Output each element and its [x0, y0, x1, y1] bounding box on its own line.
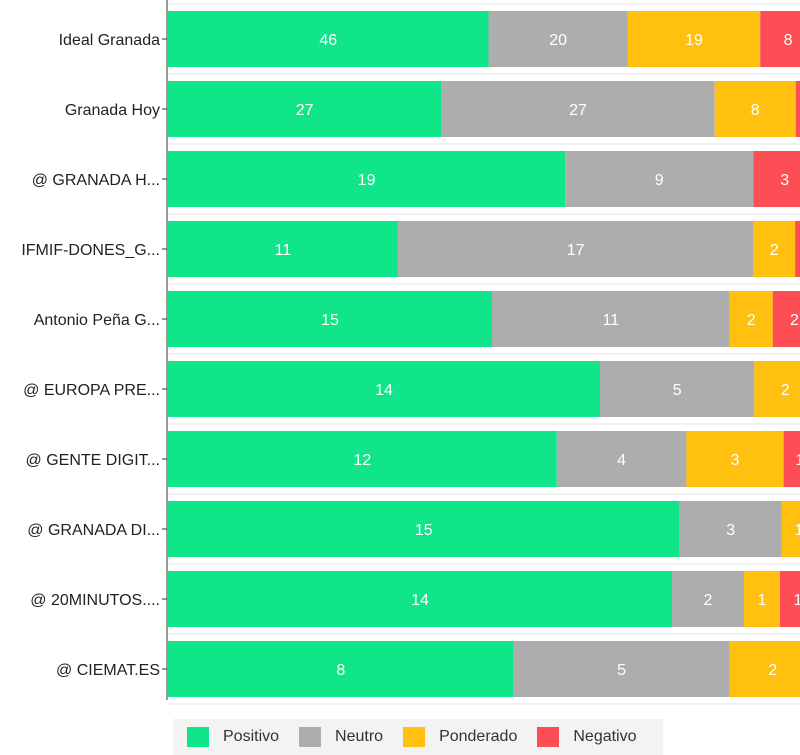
bar-value-label: 14 — [411, 592, 429, 609]
bar-segment-positivo[interactable] — [168, 151, 566, 207]
y-tick-label: Ideal Granada — [59, 32, 161, 49]
legend-item-positivo[interactable]: Positivo — [187, 727, 279, 747]
bar-value-label: 27 — [296, 102, 314, 119]
bar-segment-neutro[interactable] — [672, 571, 744, 627]
bar-value-label: 3 — [780, 172, 789, 189]
y-tick-label: @ GENTE DIGIT... — [26, 452, 160, 469]
bar-value-label: 14 — [375, 382, 393, 399]
bar-segment-positivo[interactable] — [168, 571, 672, 627]
bar-value-label: 19 — [685, 32, 703, 49]
bar-segment-neutro[interactable] — [397, 221, 754, 277]
bar-value-label: 9 — [655, 172, 664, 189]
bar-segment-negativo[interactable] — [772, 291, 800, 347]
bar-segment-neutro[interactable] — [565, 151, 754, 207]
bar-segment-negativo[interactable] — [795, 221, 800, 277]
bar-value-label: 3 — [731, 452, 740, 469]
bar-value-label: 5 — [617, 662, 626, 679]
bar-segment-ponderado[interactable] — [754, 361, 800, 417]
bar-value-label: 1 — [794, 522, 800, 539]
bar-segment-positivo[interactable] — [168, 291, 492, 347]
bar-segment-ponderado[interactable] — [714, 81, 796, 137]
bar-segment-neutro[interactable] — [513, 641, 730, 697]
legend-label-negativo: Negativo — [573, 728, 637, 745]
bar-segment-positivo[interactable] — [168, 431, 557, 487]
bar-segment-ponderado[interactable] — [744, 571, 780, 627]
bar-segment-positivo[interactable] — [168, 221, 398, 277]
bar-value-label: 15 — [415, 522, 433, 539]
legend-item-ponderado[interactable]: Ponderado — [403, 727, 517, 747]
bar-segment-neutro[interactable] — [600, 361, 755, 417]
bar-value-label: 2 — [747, 312, 756, 329]
bar-value-label: 5 — [673, 382, 682, 399]
bar-value-label: 4 — [617, 452, 626, 469]
bar-value-label: 2 — [770, 242, 779, 259]
bar-value-label: 19 — [358, 172, 376, 189]
y-tick-label: IFMIF-DONES_G... — [21, 242, 160, 259]
bar-segment-neutro[interactable] — [488, 11, 628, 67]
bar-segment-ponderado[interactable] — [729, 291, 773, 347]
bar-value-label: 17 — [567, 242, 585, 259]
y-tick-label: @ CIEMAT.ES — [56, 662, 160, 679]
bar-segment-negativo[interactable] — [795, 81, 800, 137]
y-tick-label: @ GRANADA DI... — [27, 522, 160, 539]
bar-segment-positivo[interactable] — [168, 81, 442, 137]
bar-value-label: 8 — [784, 32, 793, 49]
bar-value-label: 11 — [602, 312, 619, 329]
bar-value-label: 2 — [768, 662, 777, 679]
bar-segment-ponderado[interactable] — [627, 11, 761, 67]
bar-segment-ponderado[interactable] — [729, 641, 800, 697]
bar-segment-neutro[interactable] — [492, 291, 730, 347]
bar-segment-negativo[interactable] — [780, 571, 800, 627]
bar-segment-negativo[interactable] — [783, 431, 800, 487]
bar-value-label: 2 — [790, 312, 799, 329]
y-tick-label: @ 20MINUTOS.... — [30, 592, 160, 609]
legend-swatch-positivo — [187, 727, 209, 747]
bar-value-label: 1 — [794, 592, 800, 609]
bar-segment-ponderado[interactable] — [753, 221, 796, 277]
bar-segment-negativo[interactable] — [760, 11, 800, 67]
bar-value-label: 15 — [321, 312, 339, 329]
legend-swatch-ponderado — [403, 727, 426, 747]
y-tick-label: @ GRANADA H... — [32, 172, 160, 189]
y-tick-label: Antonio Peña G... — [34, 312, 160, 329]
bar-segment-positivo[interactable] — [168, 641, 514, 697]
bar-segment-ponderado[interactable] — [686, 431, 784, 487]
legend-swatch-neutro — [299, 727, 322, 747]
bar-value-label: 2 — [704, 592, 713, 609]
legend-label-ponderado: Ponderado — [439, 728, 518, 745]
bar-segment-positivo[interactable] — [168, 501, 680, 557]
y-tick-label: Granada Hoy — [65, 102, 160, 119]
legend-item-neutro[interactable]: Neutro — [299, 727, 383, 747]
bar-value-label: 11 — [275, 242, 292, 259]
bar-value-label: 1 — [795, 452, 800, 469]
bar-segment-neutro[interactable] — [679, 501, 782, 557]
bar-value-label: 8 — [751, 102, 760, 119]
bar-value-label: 20 — [549, 32, 567, 49]
bar-segment-negativo[interactable] — [753, 151, 800, 207]
chart-legend: Positivo Neutro Ponderado Negativo — [173, 719, 663, 755]
bar-segment-positivo[interactable] — [168, 361, 600, 417]
bar-segment-ponderado[interactable] — [781, 501, 800, 557]
bar-value-label: 1 — [758, 592, 767, 609]
bar-value-label: 8 — [336, 662, 345, 679]
bar-value-label: 3 — [726, 522, 735, 539]
bar-segment-positivo[interactable] — [168, 11, 489, 67]
bar-value-label: 46 — [319, 32, 337, 49]
legend-label-positivo: Positivo — [223, 728, 280, 745]
bar-value-label: 12 — [354, 452, 372, 469]
legend-label-neutro: Neutro — [335, 728, 384, 745]
bar-value-label: 27 — [569, 102, 587, 119]
bar-segment-neutro[interactable] — [556, 431, 687, 487]
legend-item-negativo[interactable]: Negativo — [537, 727, 637, 747]
bar-value-label: 2 — [781, 382, 790, 399]
bar-segment-neutro[interactable] — [441, 81, 715, 137]
legend-swatch-negativo — [537, 727, 560, 747]
y-tick-label: @ EUROPA PRE... — [23, 382, 160, 399]
